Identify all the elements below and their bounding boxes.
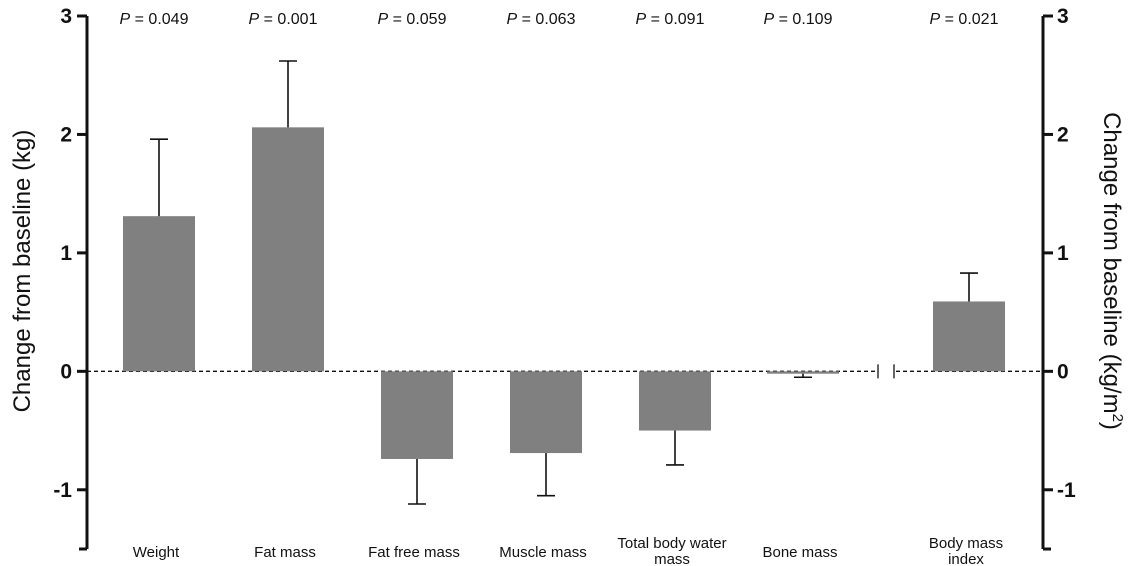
p-symbol: P (120, 11, 131, 28)
p-value: = 0.059 (388, 11, 446, 28)
category-label: Fat mass (254, 544, 316, 561)
left-axis-tick-label: -1 (53, 479, 72, 502)
p-value-label: P = 0.021 (930, 11, 999, 28)
right-axis-tick-label: -1 (1057, 479, 1076, 502)
category-label: Body mass (929, 535, 1003, 552)
category-label: Fat free mass (368, 544, 460, 561)
p-value-label: P = 0.059 (378, 11, 447, 28)
left-axis-tick-label: 2 (60, 123, 72, 146)
right-axis-tick-label: 2 (1057, 123, 1069, 146)
p-value-labels: P = 0.049 P = 0.001 P = 0.059 P = 0.063 P = … (120, 11, 999, 28)
p-value: = 0.001 (259, 11, 317, 28)
left-axis-tick-label: 1 (60, 242, 72, 265)
p-value: = 0.091 (646, 11, 704, 28)
p-value: = 0.063 (517, 11, 575, 28)
right-axis-tick-label: 0 (1057, 360, 1069, 383)
p-value-label: P = 0.063 (507, 11, 576, 28)
p-value-label: P = 0.049 (120, 11, 189, 28)
right-axis-title-superscript: 2 (1109, 414, 1126, 422)
right-axis-tick-label: 1 (1057, 242, 1069, 265)
bar (510, 371, 582, 454)
bar (933, 301, 1005, 372)
category-labels: Weight Fat mass Fat free mass Muscle mass To… (133, 535, 1003, 566)
right-y-axis: -1 0 1 2 3 (1041, 5, 1076, 551)
right-axis-title: Change from baseline (kg/m2) (1098, 112, 1126, 430)
p-value-label: P = 0.109 (764, 11, 833, 28)
p-value-label: P = 0.091 (636, 11, 705, 28)
p-value: = 0.049 (130, 11, 188, 28)
p-symbol: P (764, 11, 775, 28)
category-label: index (948, 551, 984, 566)
p-value: = 0.109 (774, 11, 832, 28)
p-symbol: P (636, 11, 647, 28)
left-y-axis: -1 0 1 2 3 (53, 5, 89, 551)
p-value: = 0.021 (940, 11, 998, 28)
right-axis-tick-label: 3 (1057, 5, 1069, 28)
left-axis-title: Change from baseline (kg) (9, 130, 36, 413)
left-axis-tick-label: 0 (60, 360, 72, 383)
p-symbol: P (378, 11, 389, 28)
category-label: Bone mass (762, 544, 837, 561)
category-label: mass (654, 551, 690, 566)
p-symbol: P (507, 11, 518, 28)
p-value-label: P = 0.001 (249, 11, 318, 28)
bar (767, 371, 839, 374)
category-label: Muscle mass (499, 544, 587, 561)
bar (381, 371, 453, 459)
category-label: Total body water (617, 535, 726, 552)
left-axis-tick-label: 3 (60, 5, 72, 28)
bar (639, 371, 711, 431)
bar (123, 216, 195, 372)
right-axis-title-main: Change from baseline (kg/m (1098, 112, 1125, 413)
bar (252, 127, 324, 372)
bars (123, 60, 1005, 505)
right-axis-title-close: ) (1098, 422, 1125, 430)
category-label: Weight (133, 544, 180, 561)
p-symbol: P (930, 11, 941, 28)
p-symbol: P (249, 11, 260, 28)
